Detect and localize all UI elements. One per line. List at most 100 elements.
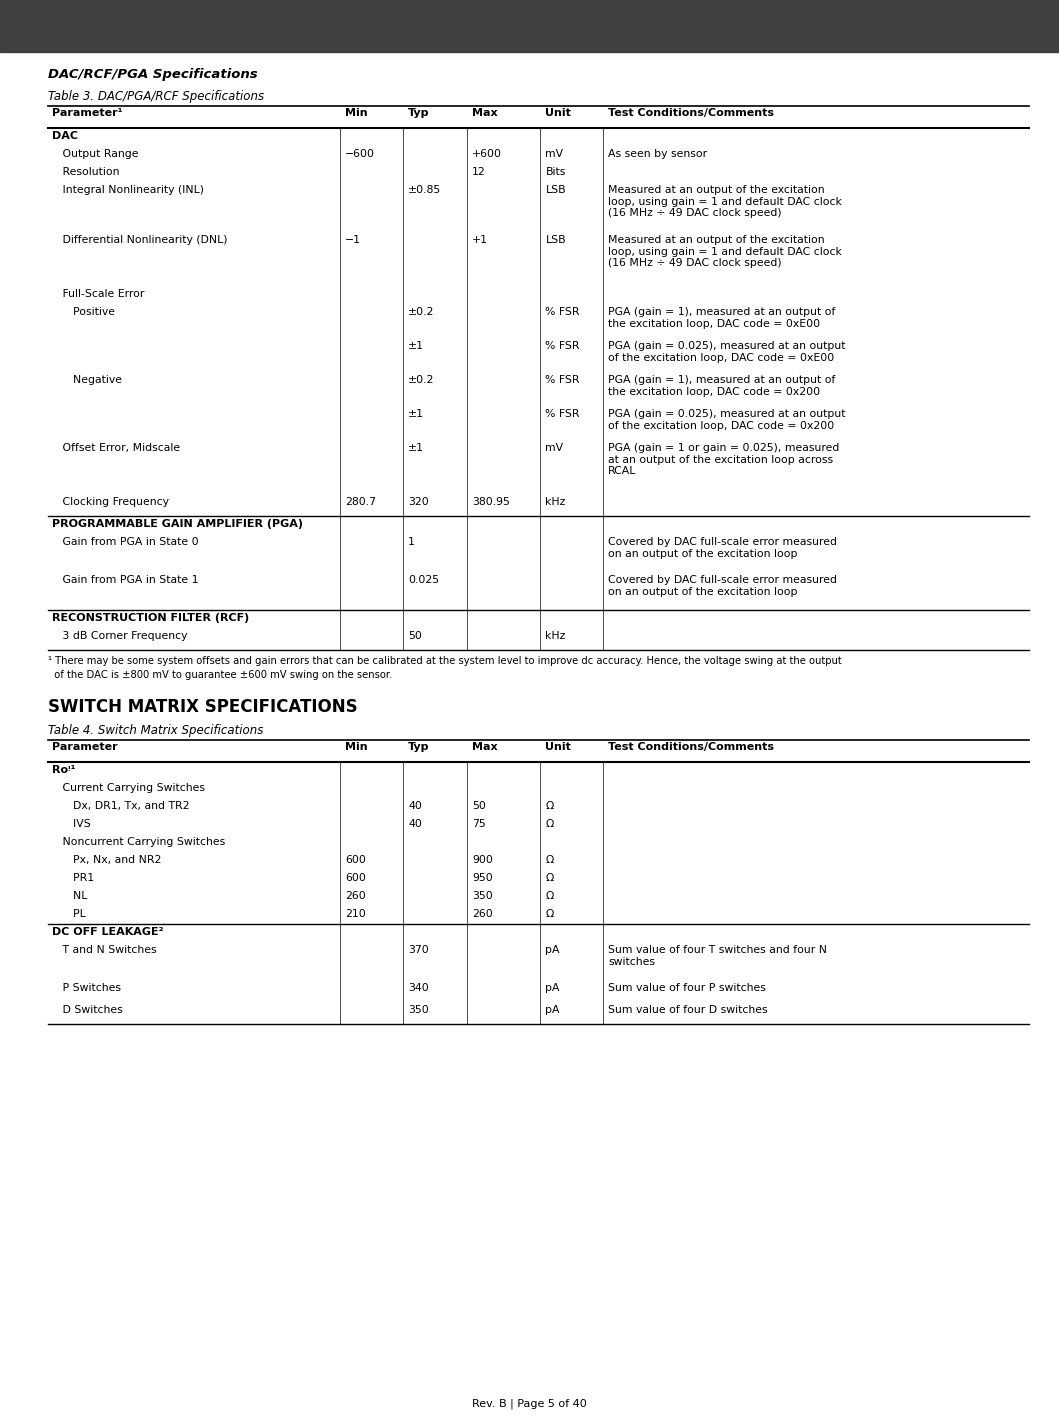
- Text: Data Sheet: Data Sheet: [48, 14, 180, 39]
- Text: 280.7: 280.7: [345, 498, 376, 508]
- Text: P Switches: P Switches: [52, 983, 121, 992]
- Text: 320: 320: [408, 498, 429, 508]
- Text: DAC: DAC: [52, 131, 78, 141]
- Text: ±1: ±1: [408, 409, 424, 419]
- Text: 950: 950: [472, 873, 492, 883]
- Text: PGA (gain = 1), measured at an output of
the excitation loop, DAC code = 0x200: PGA (gain = 1), measured at an output of…: [608, 375, 836, 396]
- Text: kHz: kHz: [545, 630, 566, 642]
- Text: 350: 350: [472, 891, 492, 901]
- Text: −1: −1: [345, 235, 361, 245]
- Text: 260: 260: [472, 908, 492, 918]
- Text: Px, Nx, and NR2: Px, Nx, and NR2: [52, 856, 161, 866]
- Text: Test Conditions/Comments: Test Conditions/Comments: [608, 108, 774, 118]
- Text: Rᴏᵎ¹: Rᴏᵎ¹: [52, 764, 75, 774]
- Text: % FSR: % FSR: [545, 375, 580, 385]
- Text: PGA (gain = 1 or gain = 0.025), measured
at an output of the excitation loop acr: PGA (gain = 1 or gain = 0.025), measured…: [608, 443, 840, 476]
- Text: ±1: ±1: [408, 443, 424, 453]
- Text: DAC/RCF/PGA Specifications: DAC/RCF/PGA Specifications: [48, 68, 257, 81]
- Text: As seen by sensor: As seen by sensor: [608, 148, 707, 160]
- Text: ¹ There may be some system offsets and gain errors that can be calibrated at the: ¹ There may be some system offsets and g…: [48, 656, 842, 666]
- Text: ±0.85: ±0.85: [408, 185, 442, 195]
- Text: 900: 900: [472, 856, 492, 866]
- Text: Parameter¹: Parameter¹: [52, 108, 123, 118]
- Text: Gain from PGA in State 1: Gain from PGA in State 1: [52, 575, 198, 585]
- Text: Typ: Typ: [408, 108, 430, 118]
- Text: DC OFF LEAKAGE²: DC OFF LEAKAGE²: [52, 927, 163, 937]
- Text: Table 3. DAC/PGA/RCF Specifications: Table 3. DAC/PGA/RCF Specifications: [48, 90, 264, 103]
- Text: 40: 40: [408, 801, 421, 811]
- Text: LSB: LSB: [545, 185, 567, 195]
- Text: ±0.2: ±0.2: [408, 307, 434, 317]
- Text: mV: mV: [545, 148, 563, 160]
- Text: Ω: Ω: [545, 908, 554, 918]
- Text: % FSR: % FSR: [545, 307, 580, 317]
- Text: 1: 1: [408, 538, 415, 548]
- Text: ±0.2: ±0.2: [408, 375, 434, 385]
- Text: Min: Min: [345, 742, 367, 752]
- Text: Ω: Ω: [545, 856, 554, 866]
- Text: kHz: kHz: [545, 498, 566, 508]
- Bar: [0, 0, 1059, 51]
- Text: Max: Max: [472, 108, 498, 118]
- Text: 50: 50: [408, 630, 421, 642]
- Text: Covered by DAC full-scale error measured
on an output of the excitation loop: Covered by DAC full-scale error measured…: [608, 538, 838, 559]
- Text: SWITCH MATRIX SPECIFICATIONS: SWITCH MATRIX SPECIFICATIONS: [48, 697, 358, 716]
- Text: Max: Max: [472, 742, 498, 752]
- Text: 340: 340: [408, 983, 429, 992]
- Text: 12: 12: [472, 167, 486, 177]
- Text: Gain from PGA in State 0: Gain from PGA in State 0: [52, 538, 199, 548]
- Text: −600: −600: [345, 148, 375, 160]
- Text: 600: 600: [345, 856, 366, 866]
- Text: +600: +600: [472, 148, 502, 160]
- Text: Bits: Bits: [545, 167, 566, 177]
- Text: 370: 370: [408, 945, 429, 955]
- Text: pA: pA: [545, 945, 560, 955]
- Text: Rev. B | Page 5 of 40: Rev. B | Page 5 of 40: [472, 1399, 587, 1409]
- Text: PGA (gain = 0.025), measured at an output
of the excitation loop, DAC code = 0x2: PGA (gain = 0.025), measured at an outpu…: [608, 409, 846, 431]
- Text: 0.025: 0.025: [408, 575, 439, 585]
- Text: % FSR: % FSR: [545, 409, 580, 419]
- Text: Clocking Frequency: Clocking Frequency: [52, 498, 169, 508]
- Text: Test Conditions/Comments: Test Conditions/Comments: [608, 742, 774, 752]
- Text: Current Carrying Switches: Current Carrying Switches: [52, 783, 205, 793]
- Text: Sum value of four D switches: Sum value of four D switches: [608, 1005, 768, 1015]
- Text: Parameter: Parameter: [52, 742, 118, 752]
- Text: mV: mV: [545, 443, 563, 453]
- Text: Differential Nonlinearity (DNL): Differential Nonlinearity (DNL): [52, 235, 228, 245]
- Text: pA: pA: [545, 1005, 560, 1015]
- Text: ADuCM350: ADuCM350: [884, 14, 1029, 39]
- Text: Measured at an output of the excitation
loop, using gain = 1 and default DAC clo: Measured at an output of the excitation …: [608, 185, 842, 218]
- Text: PROGRAMMABLE GAIN AMPLIFIER (PGA): PROGRAMMABLE GAIN AMPLIFIER (PGA): [52, 519, 303, 529]
- Text: 50: 50: [472, 801, 486, 811]
- Text: Unit: Unit: [545, 108, 572, 118]
- Text: D Switches: D Switches: [52, 1005, 123, 1015]
- Text: PL: PL: [52, 908, 86, 918]
- Text: Table 4. Switch Matrix Specifications: Table 4. Switch Matrix Specifications: [48, 724, 264, 737]
- Text: Full-Scale Error: Full-Scale Error: [52, 289, 144, 299]
- Text: LSB: LSB: [545, 235, 567, 245]
- Text: Ω: Ω: [545, 891, 554, 901]
- Text: Noncurrent Carrying Switches: Noncurrent Carrying Switches: [52, 837, 226, 847]
- Text: Offset Error, Midscale: Offset Error, Midscale: [52, 443, 180, 453]
- Text: Ω: Ω: [545, 819, 554, 829]
- Text: 3 dB Corner Frequency: 3 dB Corner Frequency: [52, 630, 187, 642]
- Text: Ω: Ω: [545, 873, 554, 883]
- Text: NL: NL: [52, 891, 88, 901]
- Text: Negative: Negative: [52, 375, 122, 385]
- Text: 380.95: 380.95: [472, 498, 509, 508]
- Text: Positive: Positive: [52, 307, 115, 317]
- Text: Typ: Typ: [408, 742, 430, 752]
- Text: ±1: ±1: [408, 341, 424, 351]
- Text: Resolution: Resolution: [52, 167, 120, 177]
- Text: of the DAC is ±800 mV to guarantee ±600 mV swing on the sensor.: of the DAC is ±800 mV to guarantee ±600 …: [48, 670, 393, 680]
- Text: PR1: PR1: [52, 873, 94, 883]
- Text: RECONSTRUCTION FILTER (RCF): RECONSTRUCTION FILTER (RCF): [52, 613, 249, 623]
- Text: 260: 260: [345, 891, 366, 901]
- Text: Unit: Unit: [545, 742, 572, 752]
- Text: Dx, DR1, Tx, and TR2: Dx, DR1, Tx, and TR2: [52, 801, 190, 811]
- Text: pA: pA: [545, 983, 560, 992]
- Text: Integral Nonlinearity (INL): Integral Nonlinearity (INL): [52, 185, 204, 195]
- Text: 75: 75: [472, 819, 486, 829]
- Text: 600: 600: [345, 873, 366, 883]
- Text: Ω: Ω: [545, 801, 554, 811]
